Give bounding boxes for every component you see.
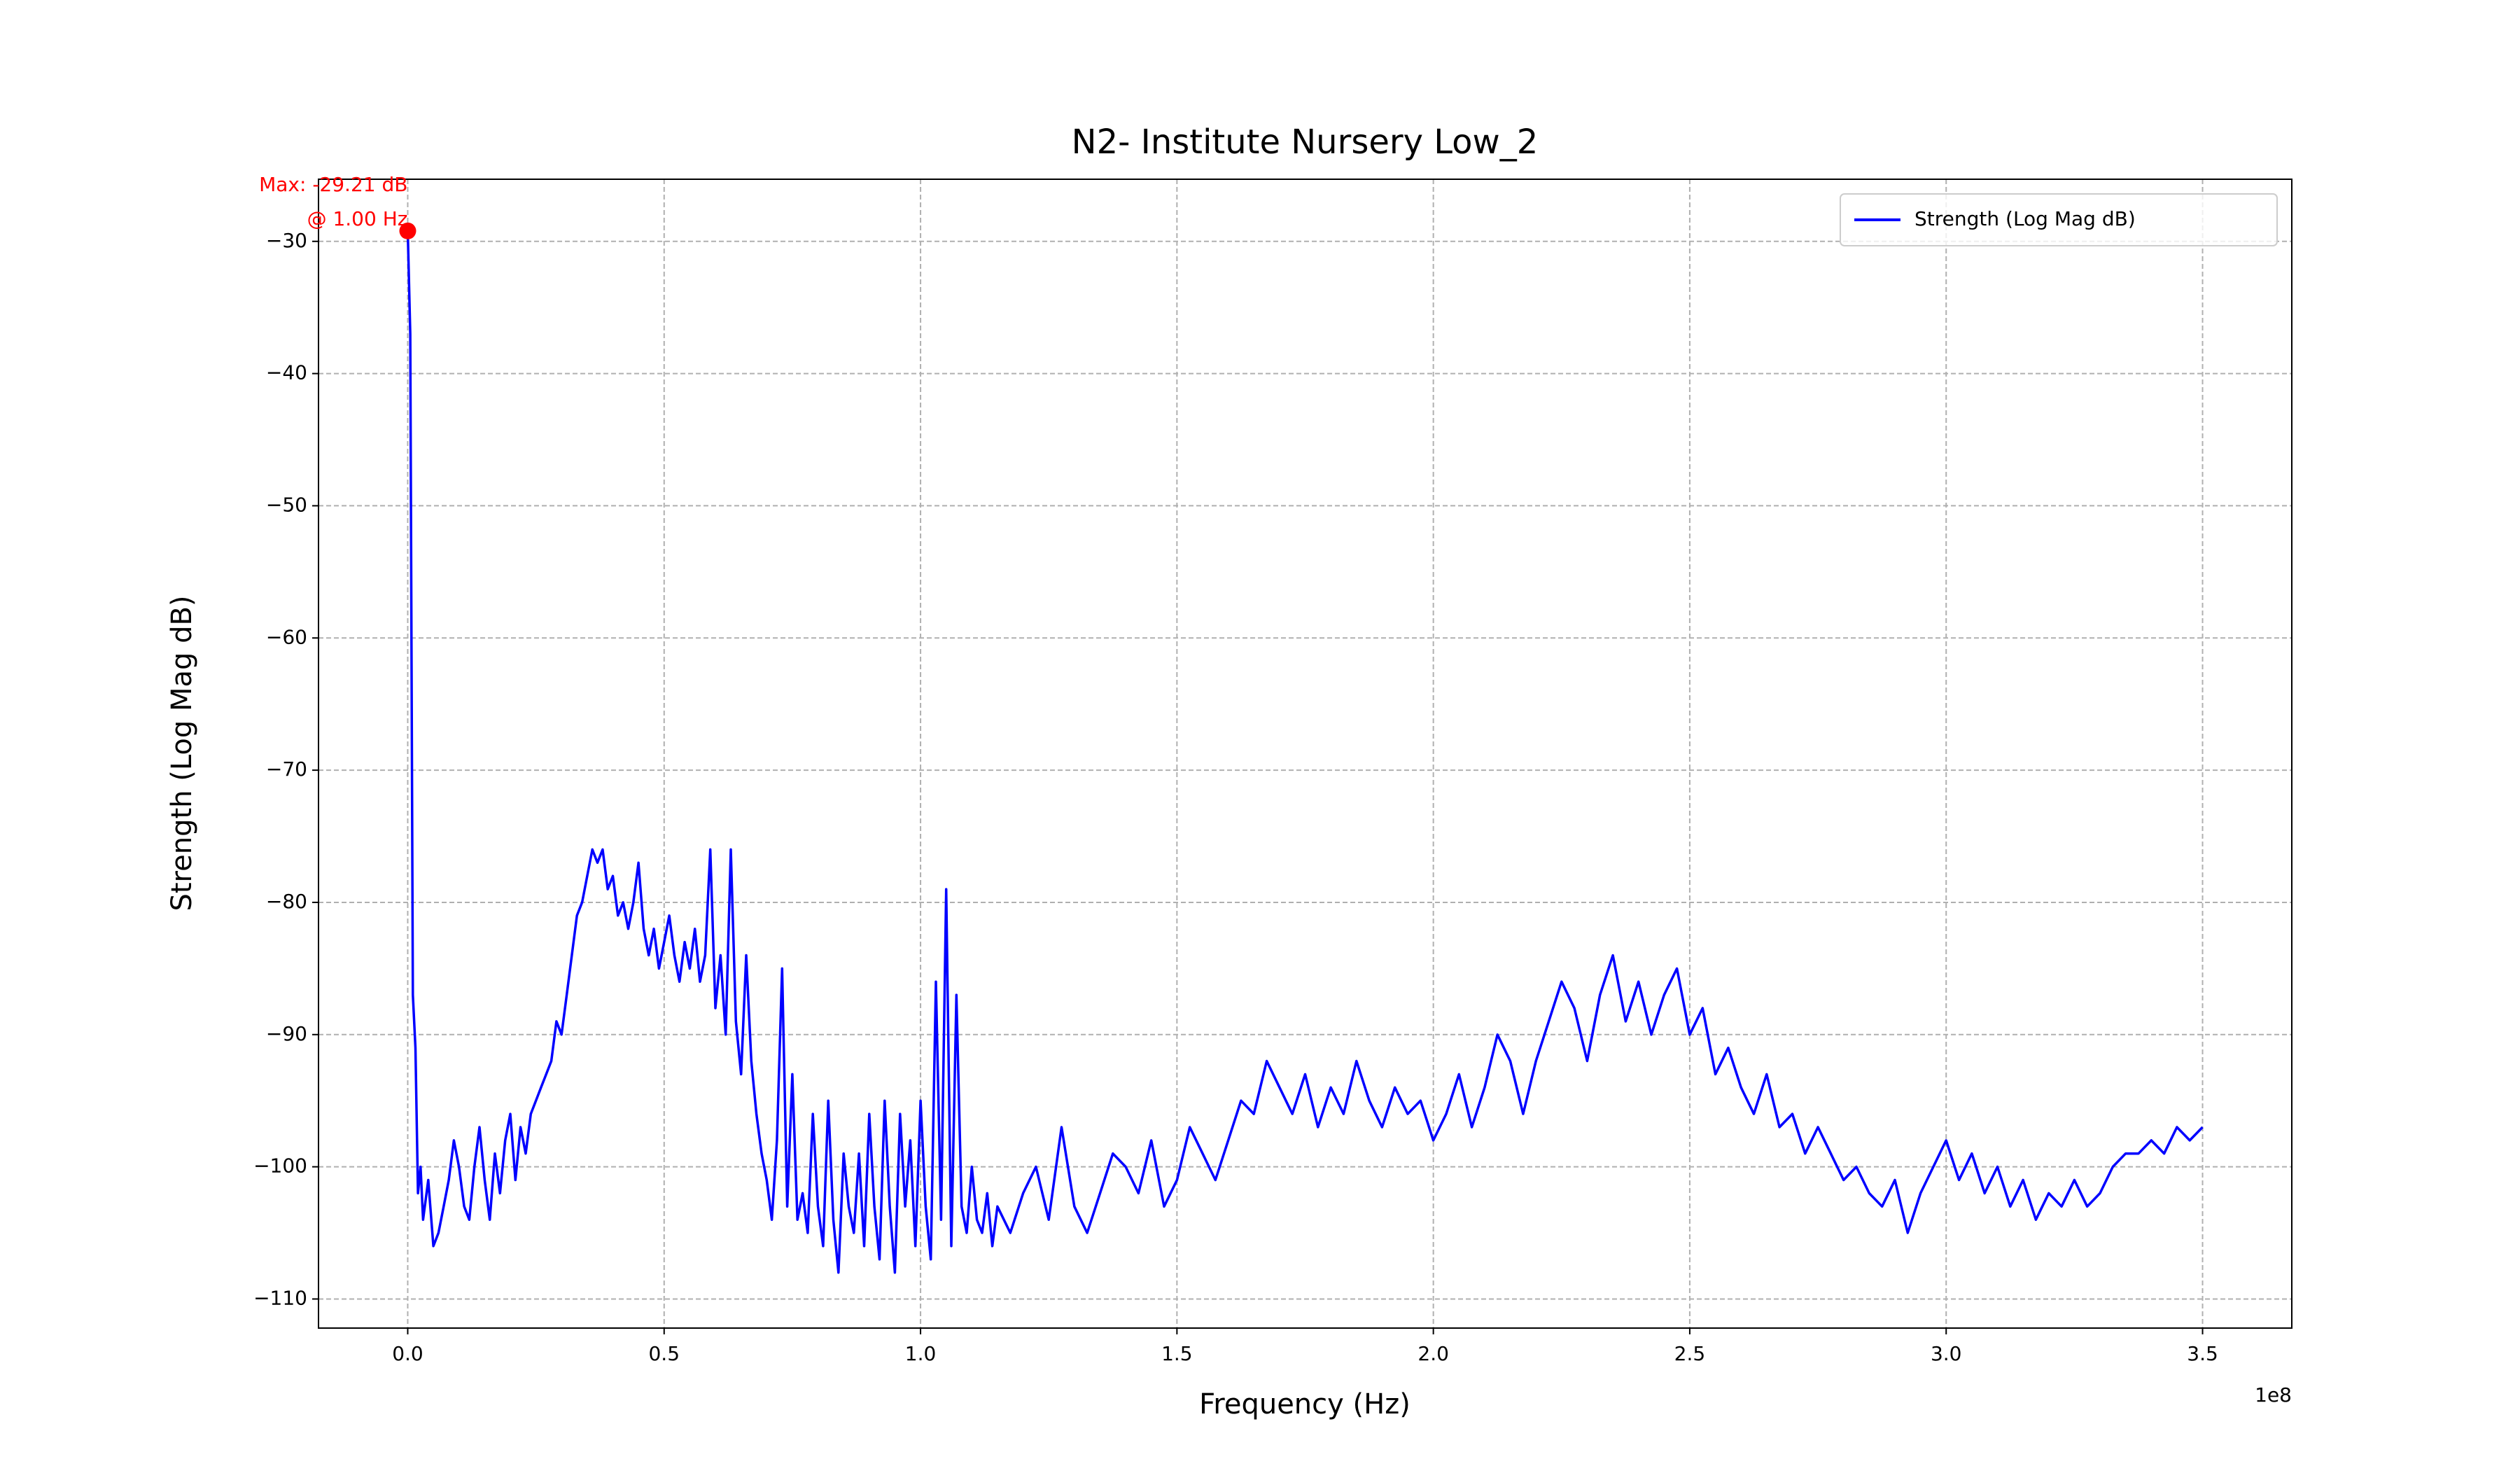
y-tick-label: −90 [266, 1022, 307, 1045]
x-tick-label: 1.5 [1161, 1342, 1193, 1365]
y-tick-label: −40 [266, 361, 307, 384]
x-tick-label: 0.5 [648, 1342, 680, 1365]
plot-frame [318, 179, 2292, 1329]
max-marker [399, 222, 416, 239]
y-axis-label: Strength (Log Mag dB) [166, 595, 198, 911]
x-axis-label: Frequency (Hz) [1199, 1388, 1410, 1420]
x-tick-label: 1.0 [905, 1342, 937, 1365]
x-offset-label: 1e8 [2255, 1383, 2292, 1406]
max-annotation: Max: -29.21 dB [259, 173, 407, 196]
x-tick-label: 3.0 [1931, 1342, 1962, 1365]
legend-label: Strength (Log Mag dB) [1914, 207, 2136, 230]
x-tick-label: 3.5 [2187, 1342, 2218, 1365]
data-line [406, 230, 2204, 1274]
y-tick-label: −110 [253, 1286, 307, 1309]
x-tick-label: 0.0 [392, 1342, 424, 1365]
y-tick-label: −100 [253, 1154, 307, 1178]
y-tick-label: −30 [266, 229, 307, 252]
y-tick-label: −50 [266, 493, 307, 516]
y-tick-label: −80 [266, 890, 307, 913]
x-tick-label: 2.0 [1418, 1342, 1449, 1365]
y-tick-label: −70 [266, 758, 307, 781]
y-tick-label: −60 [266, 625, 307, 648]
chart-title: N2- Institute Nursery Low_2 [1072, 123, 1539, 162]
max-annotation: @ 1.00 Hz [307, 207, 408, 230]
legend-box [1840, 193, 2278, 246]
x-tick-label: 2.5 [1674, 1342, 1706, 1365]
